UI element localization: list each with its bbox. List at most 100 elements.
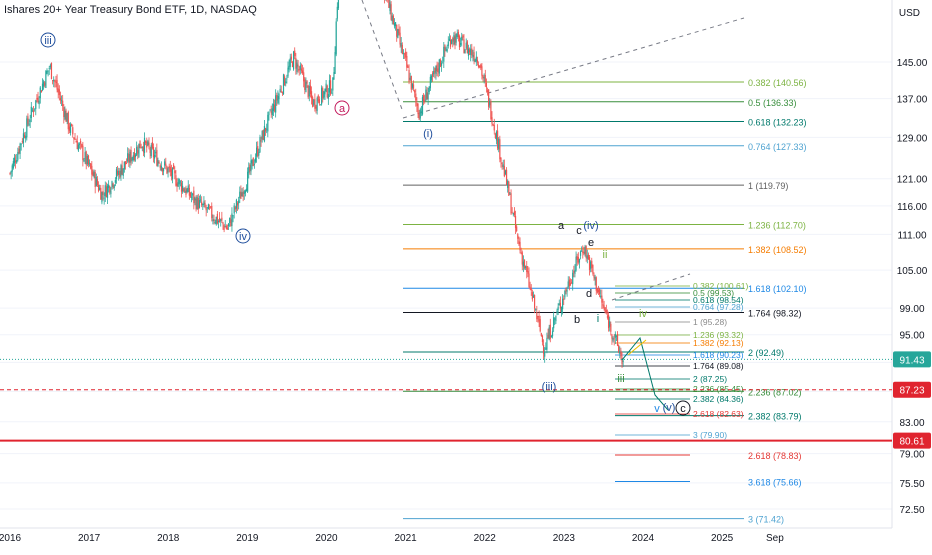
candle	[268, 111, 270, 121]
candle	[188, 184, 190, 200]
candle	[231, 207, 233, 232]
candle	[499, 135, 501, 163]
candle	[565, 287, 567, 295]
candle	[396, 24, 398, 42]
candle	[498, 137, 500, 153]
small-fib-label: 0.618 (98.54)	[693, 295, 744, 305]
candle	[235, 198, 238, 214]
candle	[426, 86, 428, 100]
candle	[71, 123, 73, 127]
candle	[114, 177, 116, 187]
candle	[211, 202, 213, 222]
wave-label: c	[576, 225, 582, 237]
candle	[281, 91, 283, 96]
candle	[20, 143, 22, 151]
candle	[227, 223, 230, 231]
candle	[411, 83, 414, 90]
small-fib-label: 0.382 (100.61)	[693, 281, 748, 291]
candle	[196, 194, 198, 210]
candle	[175, 170, 177, 187]
fib-label: 1.764 (98.32)	[748, 309, 802, 319]
candle	[438, 58, 440, 77]
candle	[502, 159, 504, 170]
candle	[316, 96, 318, 115]
candle	[279, 85, 281, 93]
candle	[103, 192, 105, 205]
candle	[243, 189, 245, 200]
candle	[295, 52, 297, 75]
candle	[125, 158, 128, 165]
candle	[38, 96, 40, 109]
candle	[201, 196, 203, 208]
candle	[570, 279, 573, 284]
candle	[168, 163, 170, 173]
candle	[233, 203, 235, 219]
candle	[544, 347, 546, 363]
candle	[501, 162, 503, 170]
candle	[462, 34, 464, 41]
candle	[594, 274, 596, 286]
candle	[536, 305, 538, 322]
candle	[475, 51, 477, 66]
candle	[148, 137, 150, 150]
candle	[92, 169, 94, 177]
candle	[122, 168, 124, 179]
candle	[495, 130, 498, 145]
candle	[157, 157, 159, 168]
candle	[494, 132, 496, 140]
currency-label[interactable]: USD	[898, 8, 920, 19]
candle	[100, 184, 102, 200]
candle	[167, 167, 169, 178]
candle	[551, 327, 554, 339]
candle	[553, 311, 555, 332]
candle	[22, 128, 25, 148]
candle	[292, 50, 295, 71]
x-tick-label: 2021	[395, 533, 418, 544]
candle	[615, 335, 618, 341]
candle	[567, 276, 569, 289]
small-fib-label: 2.382 (84.36)	[693, 394, 744, 404]
small-fib-label: 3 (79.90)	[693, 430, 727, 440]
candle	[76, 135, 78, 150]
candle	[18, 146, 20, 155]
candle	[458, 34, 461, 50]
candle	[605, 304, 607, 315]
candle	[526, 260, 528, 279]
candle	[110, 187, 112, 198]
candle	[82, 141, 84, 167]
candle	[272, 98, 275, 116]
candle	[106, 183, 109, 205]
candle	[74, 132, 76, 140]
wave-label: (v)	[663, 402, 676, 414]
candle	[32, 106, 35, 118]
candle	[26, 115, 28, 141]
candle	[173, 163, 175, 170]
candle	[387, 0, 389, 3]
candle	[550, 334, 553, 338]
candle	[267, 111, 269, 138]
candle	[586, 249, 588, 264]
candle	[440, 60, 443, 72]
candle	[220, 218, 222, 227]
candle	[600, 289, 602, 299]
candle	[563, 295, 565, 306]
fib-label: 0.5 (136.33)	[748, 98, 797, 108]
candle	[115, 167, 118, 184]
candle	[616, 331, 619, 347]
candle	[331, 88, 333, 94]
candle	[256, 141, 258, 163]
candle	[400, 36, 402, 53]
candle	[410, 75, 412, 93]
candle	[397, 28, 399, 39]
candle	[225, 224, 227, 230]
candle	[546, 332, 548, 354]
price-badge-label: 87.23	[899, 386, 924, 397]
candle	[332, 77, 334, 96]
candle	[177, 177, 179, 187]
candle	[530, 284, 532, 296]
candle	[523, 259, 526, 270]
candle	[252, 157, 254, 167]
candle	[472, 49, 474, 62]
